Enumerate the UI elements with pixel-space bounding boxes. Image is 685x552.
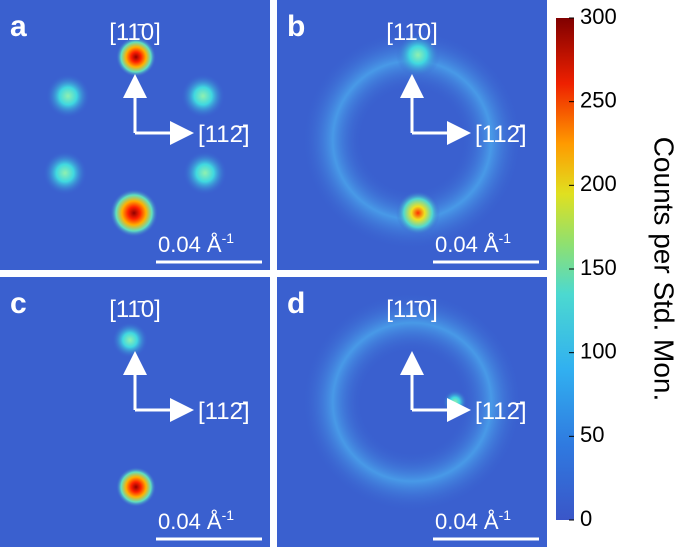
scale-bar-label: 0.04 Å-1 [435,230,511,257]
scale-bar-label: 0.04 Å-1 [158,230,234,257]
scale-bar-exponent: -1 [222,507,235,523]
direction-label: [11̄0] [386,19,438,46]
colorbar-label: Counts per Std. Mon. [649,137,680,402]
panel: b [11̄0] [112̄] 0.04 Å-1 [277,0,547,270]
intensity-spot [183,151,227,195]
scale-bar-label: 0.04 Å-1 [435,507,511,534]
scale-bar-label: 0.04 Å-1 [158,507,234,534]
colorbar-tick-label: 300 [580,4,617,29]
intensity-spot [181,74,225,118]
intensity-spot [116,467,156,507]
panel: c [11̄0] [112̄] 0.04 Å-1 [0,277,270,547]
panel-label: a [10,10,27,43]
intensity-spot [46,74,90,118]
colorbar: Counts per Std. Mon. 0 50 100 150 200 250 300 [556,4,680,531]
panel: a [11̄0] [112̄] 0.04 Å-1 [0,0,270,270]
intensity-spot [396,191,440,235]
colorbar-tick-label: 50 [580,422,604,447]
panels: a [11̄0][112̄]0.04 Å-1b [11̄0][112̄]0.04 Å… [0,0,547,547]
intensity-spot [302,30,522,250]
direction-label: [112̄] [475,121,527,148]
panel-label: d [287,287,305,320]
colorbar-tick-label: 250 [580,87,617,112]
colorbar-tick-label: 100 [580,338,617,363]
scale-bar-text: 0.04 Å [158,232,222,257]
intensity-spot [116,37,156,77]
colorbar-tick-label: 150 [580,255,617,280]
scale-bar-exponent: -1 [499,507,512,523]
scale-bar-text: 0.04 Å [158,509,222,534]
direction-label: [112̄] [475,398,527,425]
colorbar-tick-label: 200 [580,171,617,196]
intensity-spot [110,189,158,237]
direction-label: [11̄0] [109,19,161,46]
direction-label: [112̄] [198,121,250,148]
scale-bar-exponent: -1 [222,230,235,246]
direction-label: [11̄0] [386,296,438,323]
scale-bar-text: 0.04 Å [435,232,499,257]
intensity-spot [396,33,440,77]
colorbar-gradient [556,18,574,520]
panel-label: c [10,287,27,320]
intensity-spot [43,151,87,195]
direction-label: [112̄] [198,398,250,425]
scale-bar-exponent: -1 [499,230,512,246]
colorbar-tick-label: 0 [580,506,592,531]
panel: d [11̄0] [112̄] 0.04 Å-1 [277,277,547,547]
intensity-spot [112,322,148,358]
direction-label: [11̄0] [109,296,161,323]
panel-label: b [287,10,305,43]
scale-bar-text: 0.04 Å [435,509,499,534]
